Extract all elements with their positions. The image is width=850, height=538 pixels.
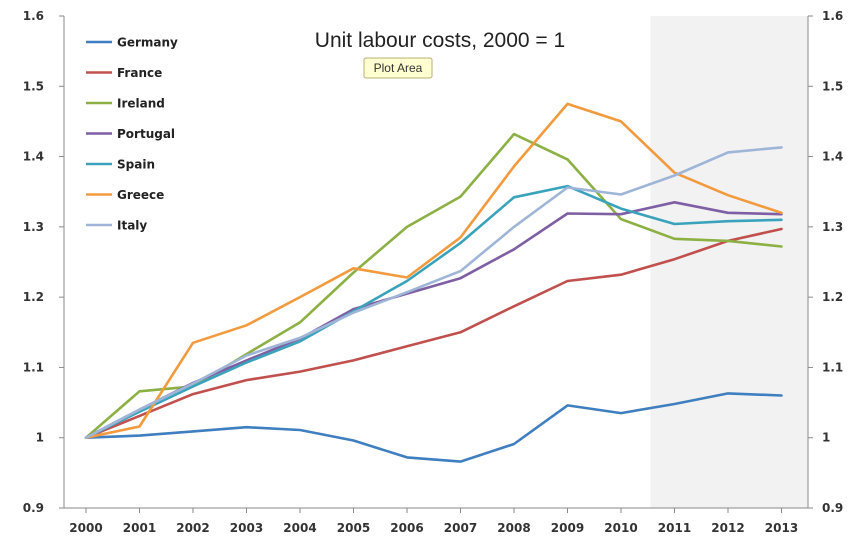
series-line-germany [84,392,783,463]
legend-item-portugal: Portugal [86,127,175,141]
x-tick-label: 2011 [658,521,691,535]
x-tick-labels: 2000 2001 2002 2003 2004 2005 2006 2007 2008 2009… [69,508,798,535]
x-tick-label: 2003 [230,521,263,535]
series-line-greece [84,102,783,440]
legend-item-france: France [86,66,162,80]
y-tick-label-right: 0.9 [822,501,843,515]
y-tick-label: 1 [36,431,44,445]
x-tick-label: 2010 [604,521,637,535]
y-tick-label-right: 1.6 [822,9,843,23]
series-line-italy [84,146,783,440]
legend-label: Ireland [117,97,165,111]
legend-label: Italy [117,219,147,233]
y-tick-label-right: 1.3 [822,220,843,234]
y-tick-label-right: 1.1 [822,360,843,374]
series-line-spain [84,184,783,440]
y-tick-label: 1.5 [23,79,44,93]
legend-label: France [117,66,162,80]
tooltip-box [363,57,433,79]
chart-title: Unit labour costs, 2000 = 1 [315,29,565,52]
legend-label: Spain [117,158,155,172]
y-tick-label-right: 1.2 [822,290,843,304]
x-tick-label: 2008 [497,521,530,535]
legend-item-germany: Germany [86,36,178,50]
y-tick-label: 1.3 [23,220,44,234]
legend-item-greece: Greece [86,188,164,202]
y-tick-label: 1.2 [23,290,44,304]
y-tick-label: 1.4 [23,150,44,164]
x-tick-label: 2007 [444,521,477,535]
legend: Germany France Ireland Portugal Spain Greece I… [86,36,178,233]
series-lines [84,102,783,463]
y-tick-label-right: 1.5 [822,79,843,93]
y-tick-label-right: 1 [822,431,830,445]
x-tick-label: 2009 [551,521,584,535]
x-tick-label: 2002 [176,521,209,535]
tooltip-text: Plot Area [374,61,423,75]
series-line-france [84,227,783,440]
legend-label: Portugal [117,127,175,141]
plot-area-tooltip: Plot Area [363,57,433,79]
x-tick-label: 2005 [337,521,370,535]
legend-item-spain: Spain [86,158,155,172]
x-tick-label: 2001 [123,521,156,535]
left-y-tick-labels: 0.9 1 1.1 1.2 1.3 1.4 1.5 1.6 [23,9,64,515]
x-tick-label: 2006 [390,521,423,535]
right-y-tick-labels: 0.9 1 1.1 1.2 1.3 1.4 1.5 1.6 [808,9,843,515]
legend-item-italy: Italy [86,219,147,233]
axes [63,16,809,509]
x-tick-label: 2013 [765,521,798,535]
y-tick-label: 1.6 [23,9,44,23]
legend-label: Greece [117,188,164,202]
legend-label: Germany [117,36,178,50]
y-tick-label: 0.9 [23,501,44,515]
forecast-shading [650,16,808,508]
x-tick-label: 2004 [283,521,316,535]
legend-item-ireland: Ireland [86,97,165,111]
y-tick-label: 1.1 [23,360,44,374]
y-tick-label-right: 1.4 [822,150,843,164]
x-tick-label: 2012 [711,521,744,535]
x-tick-label: 2000 [69,521,102,535]
